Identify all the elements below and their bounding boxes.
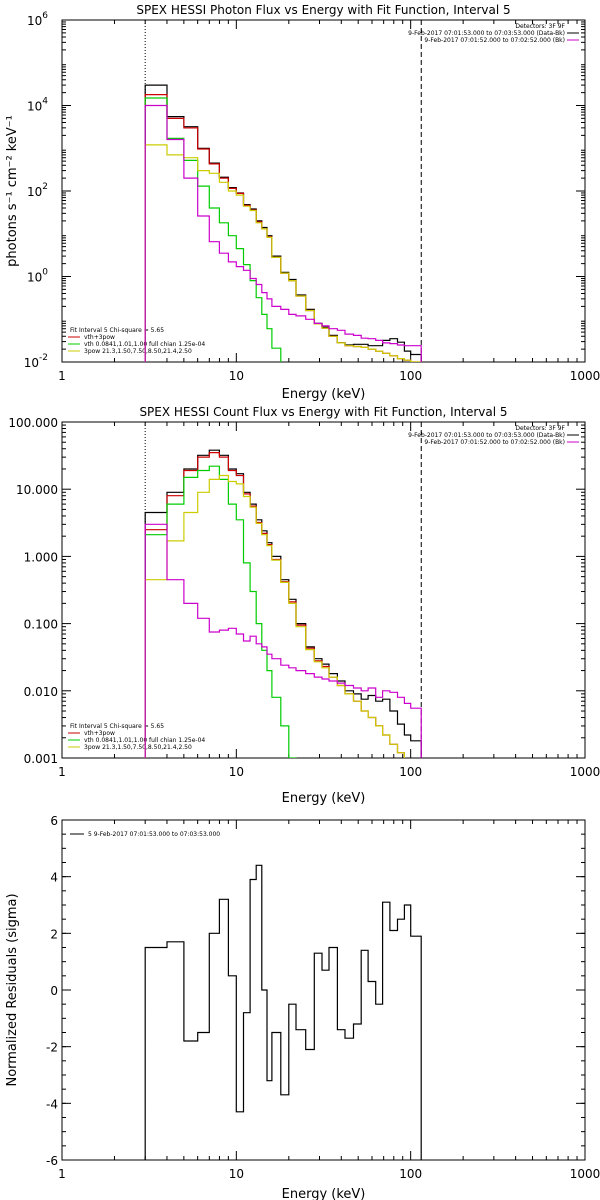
count-flux-xlabel: Energy (keV) bbox=[282, 791, 366, 806]
count-flux-y-tick-label: 0.100 bbox=[24, 618, 58, 632]
count-flux-y-tick-label: 1.000 bbox=[24, 550, 58, 564]
photon-flux-x-tick-label: 1 bbox=[58, 369, 66, 383]
residuals-y-tick-label: -2 bbox=[46, 1041, 58, 1055]
photon-flux-title: SPEX HESSI Photon Flux vs Energy with Fi… bbox=[136, 3, 510, 17]
count-flux-legend-label: vth+3pow bbox=[84, 730, 115, 737]
photon-flux-ylabel: photons s⁻¹ cm⁻² keV⁻¹ bbox=[5, 115, 20, 267]
residuals-ylabel: Normalized Residuals (sigma) bbox=[5, 893, 20, 1086]
residuals-x-tick-label: 1 bbox=[58, 1167, 66, 1181]
count-flux-y-tick-label: 0.001 bbox=[24, 752, 58, 766]
photon-flux-x-tick-label: 10 bbox=[229, 369, 244, 383]
residuals-y-tick-label: 0 bbox=[50, 984, 58, 998]
photon-flux-xlabel: Energy (keV) bbox=[282, 387, 366, 402]
count-flux-series-3 bbox=[144, 474, 405, 758]
residuals-legend: 5 9-Feb-2017 07:01:53.000 to 07:03:53.00… bbox=[70, 831, 220, 838]
photon-flux-series-0 bbox=[144, 84, 422, 362]
count-flux-header-line: 9-Feb-2017 07:01:52.000 to 07:02:52.000 … bbox=[424, 439, 565, 446]
photon-flux-series-2 bbox=[144, 97, 282, 362]
count-flux-legend-label: 3pow 21.3,1.50,7.50,8.50,21.4,2.50 bbox=[84, 744, 192, 751]
photon-flux-y-tick-label: 102 bbox=[27, 182, 48, 199]
photon-flux-y-tick-label: 10-2 bbox=[24, 353, 48, 370]
photon-flux-y-tick-label: 100 bbox=[27, 268, 48, 285]
count-flux-x-tick-label: 1000 bbox=[570, 765, 600, 779]
residuals-y-tick-label: 4 bbox=[50, 871, 58, 885]
count-flux-frame bbox=[61, 421, 586, 759]
count-flux-series-1 bbox=[144, 452, 405, 758]
photon-flux-series-3 bbox=[144, 144, 422, 362]
count-flux-y-tick-label: 0.010 bbox=[24, 685, 58, 699]
residuals-y-tick-label: -6 bbox=[46, 1154, 58, 1168]
count-flux-fit-header: Fit Interval 5 Chi-square = 5.65 bbox=[70, 723, 164, 730]
residuals-panel: Energy (keV) Normalized Residuals (sigma… bbox=[5, 814, 600, 1200]
count-flux-header-line: Detectors: 3F 9F bbox=[515, 425, 565, 432]
count-flux-x-tick-label: 10 bbox=[229, 765, 244, 779]
residuals-frame bbox=[61, 819, 586, 1161]
photon-flux-x-tick-label: 1000 bbox=[570, 369, 600, 383]
photon-flux-frame bbox=[61, 19, 586, 363]
count-flux-y-tick-label: 10.000 bbox=[16, 483, 58, 497]
count-flux-x-tick-label: 1 bbox=[58, 765, 66, 779]
count-flux-header-line: 9-Feb-2017 07:01:53.000 to 07:03:53.000 … bbox=[408, 432, 565, 439]
photon-flux-series-1 bbox=[144, 94, 422, 362]
photon-flux-legend-label: vth+3pow bbox=[84, 334, 115, 341]
photon-flux-y-tick-label: 106 bbox=[27, 11, 48, 28]
count-flux-header: Detectors: 3F 9F9-Feb-2017 07:01:53.000 … bbox=[408, 425, 579, 446]
photon-flux-legend-label: 3pow 21.3,1.50,7.50,8.50,21.4,2.50 bbox=[84, 348, 192, 355]
photon-flux-fit-header: Fit Interval 5 Chi-square = 5.65 bbox=[70, 327, 164, 334]
photon-flux-header-line: 9-Feb-2017 07:01:53.000 to 07:03:53.000 … bbox=[408, 30, 565, 37]
residuals-x-tick-label: 100 bbox=[399, 1167, 422, 1181]
residuals-x-tick-label: 1000 bbox=[570, 1167, 600, 1181]
count-flux-series-2 bbox=[144, 465, 297, 758]
count-flux-y-tick-label: 100.000 bbox=[8, 416, 58, 430]
count-flux-series-4 bbox=[144, 523, 422, 758]
count-flux-x-tick-label: 100 bbox=[399, 765, 422, 779]
residuals-series-0 bbox=[144, 864, 422, 1160]
photon-flux-header: Detectors: 3F 9F9-Feb-2017 07:01:53.000 … bbox=[408, 23, 579, 44]
count-flux-title: SPEX HESSI Count Flux vs Energy with Fit… bbox=[139, 405, 507, 419]
photon-flux-header-line: Detectors: 3F 9F bbox=[515, 23, 565, 30]
residuals-x-tick-label: 10 bbox=[229, 1167, 244, 1181]
residuals-y-tick-label: -4 bbox=[46, 1097, 58, 1111]
residuals-y-tick-label: 6 bbox=[50, 814, 58, 828]
count-flux-panel: SPEX HESSI Count Flux vs Energy with Fit… bbox=[8, 405, 600, 806]
residuals-xlabel: Energy (keV) bbox=[282, 1187, 366, 1200]
count-flux-series-0 bbox=[144, 449, 422, 758]
photon-flux-x-tick-label: 100 bbox=[399, 369, 422, 383]
photon-flux-y-tick-label: 104 bbox=[27, 97, 48, 114]
residuals-y-tick-label: 2 bbox=[50, 927, 58, 941]
photon-flux-header-line: 9-Feb-2017 07:01:52.000 to 07:02:52.000 … bbox=[424, 37, 565, 44]
photon-flux-series-4 bbox=[144, 104, 422, 362]
photon-flux-panel: SPEX HESSI Photon Flux vs Energy with Fi… bbox=[5, 3, 600, 402]
residuals-legend-label: 5 9-Feb-2017 07:01:53.000 to 07:03:53.00… bbox=[88, 831, 220, 838]
